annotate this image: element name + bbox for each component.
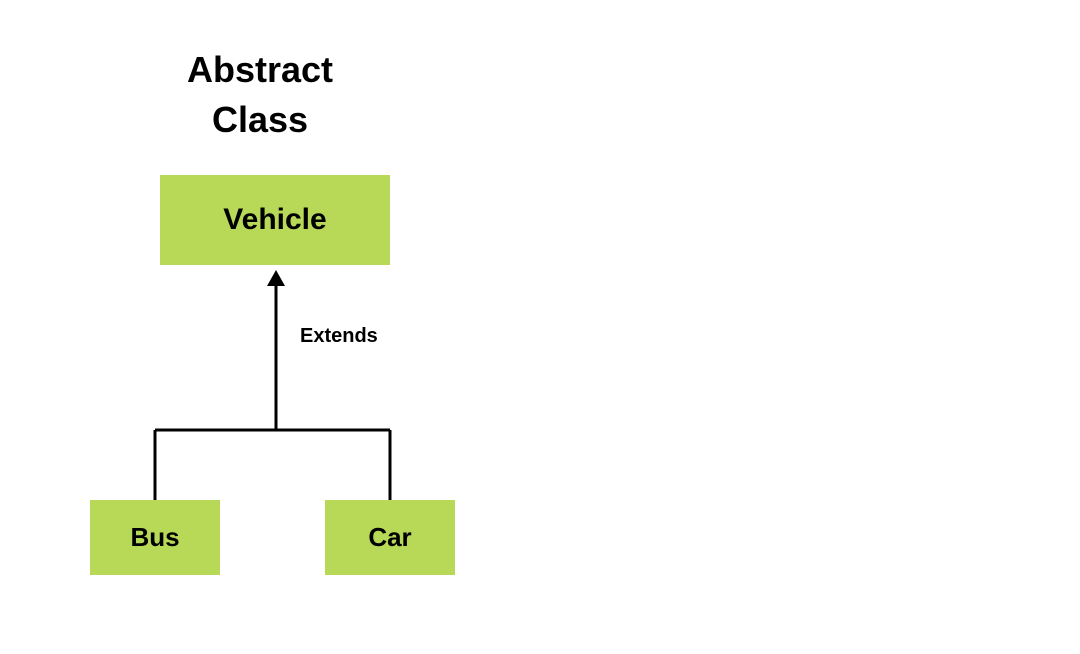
left-child-car-label: Car bbox=[368, 522, 411, 553]
diagram-root: AbstractClass Vehicle Extends Bus Car In… bbox=[0, 0, 1080, 654]
left-panel: AbstractClass Vehicle Extends Bus Car bbox=[0, 0, 540, 654]
right-panel: Interface Vehicle Implements Bus Car bbox=[540, 0, 1080, 654]
left-child-car: Car bbox=[325, 500, 455, 575]
left-relationship-label: Extends bbox=[300, 325, 378, 348]
left-child-bus: Bus bbox=[90, 500, 220, 575]
right-connector bbox=[540, 0, 1080, 654]
left-relationship-text: Extends bbox=[300, 325, 378, 347]
left-child-bus-label: Bus bbox=[130, 522, 179, 553]
